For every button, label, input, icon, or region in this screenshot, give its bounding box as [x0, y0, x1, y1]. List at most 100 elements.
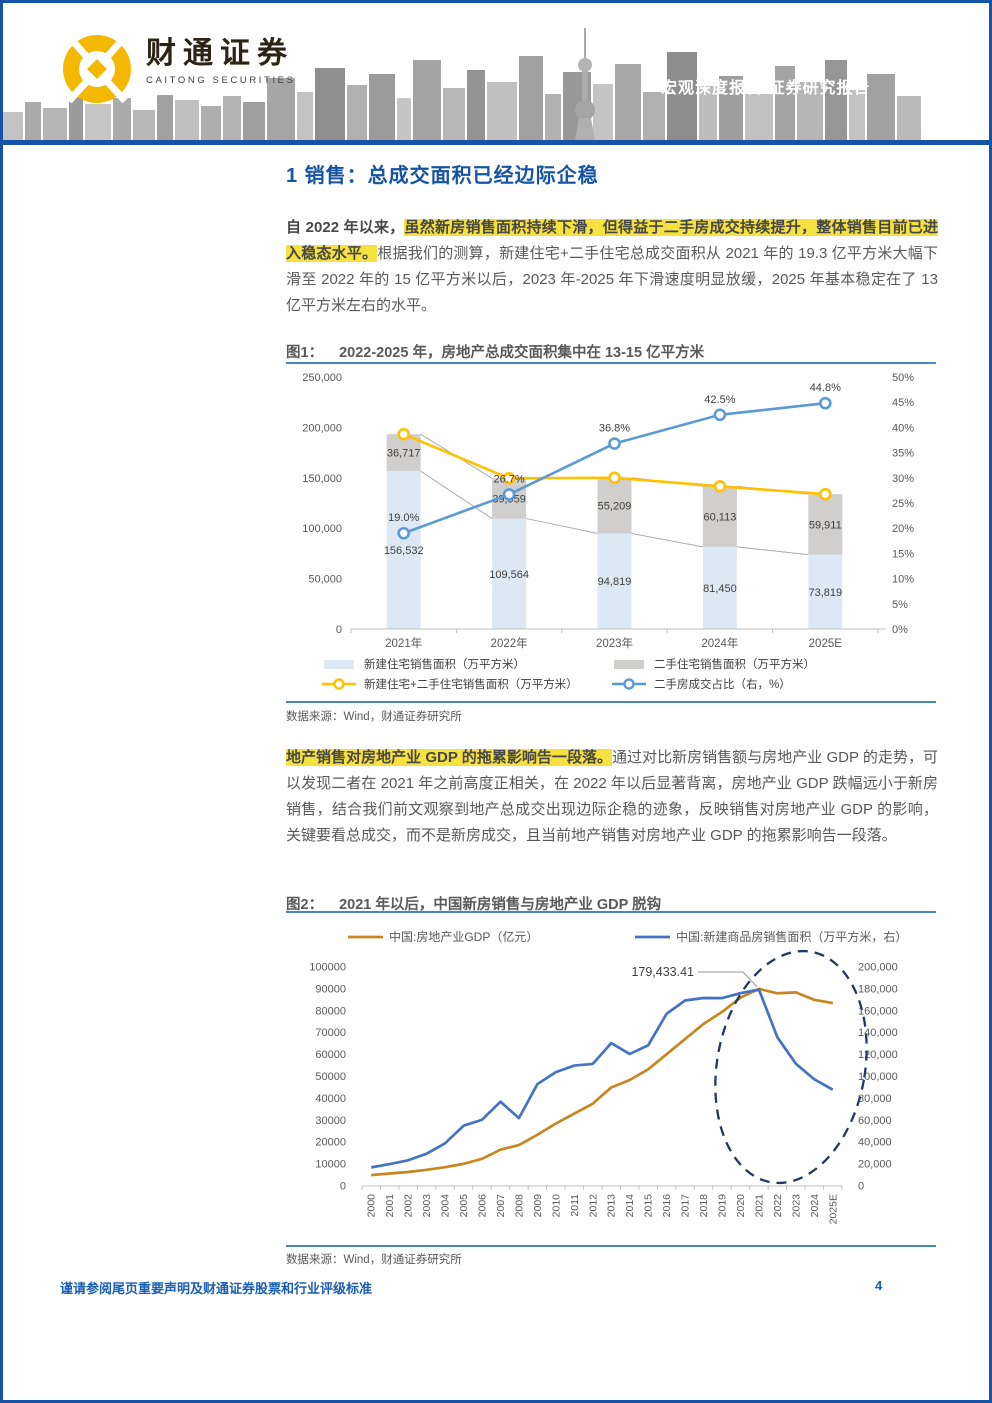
svg-text:2004: 2004	[440, 1194, 452, 1218]
building-silhouette	[243, 102, 265, 140]
building-silhouette	[3, 112, 23, 140]
svg-text:150,000: 150,000	[302, 473, 342, 485]
svg-text:中国:房地产业GDP（亿元）: 中国:房地产业GDP（亿元）	[389, 929, 538, 944]
svg-text:2019: 2019	[717, 1194, 729, 1218]
building-silhouette	[797, 82, 823, 140]
svg-text:200,000: 200,000	[858, 962, 898, 974]
svg-text:5%: 5%	[892, 599, 908, 611]
svg-text:二手住宅销售面积（万平方米）: 二手住宅销售面积（万平方米）	[654, 657, 815, 671]
building-silhouette	[467, 70, 485, 140]
svg-text:70000: 70000	[315, 1027, 346, 1039]
svg-text:2005: 2005	[458, 1194, 470, 1218]
figure1-title: 图1： 2022-2025 年，房地产总成交面积集中在 13-15 亿平方米	[286, 341, 704, 362]
svg-text:100,000: 100,000	[302, 523, 342, 535]
building-silhouette	[867, 74, 895, 140]
svg-text:2018: 2018	[698, 1194, 710, 1218]
svg-text:40%: 40%	[892, 422, 914, 434]
building-silhouette	[413, 60, 441, 140]
building-silhouette	[223, 96, 241, 140]
svg-text:45%: 45%	[892, 397, 914, 409]
paragraph-1-lead: 自 2022 年以来，	[286, 219, 405, 236]
svg-text:140,000: 140,000	[858, 1027, 898, 1039]
svg-text:2020: 2020	[735, 1194, 747, 1218]
svg-text:20,000: 20,000	[858, 1159, 892, 1171]
pearl-tower-icon	[575, 28, 595, 140]
svg-text:20000: 20000	[315, 1137, 346, 1149]
svg-text:15%: 15%	[892, 548, 914, 560]
svg-text:156,532: 156,532	[384, 545, 424, 557]
svg-text:59,911: 59,911	[809, 519, 842, 531]
figure1-source: 数据来源：Wind，财通证券研究所	[286, 711, 462, 723]
city-skyline-graphic	[3, 38, 989, 140]
svg-text:200,000: 200,000	[302, 422, 342, 434]
paragraph-1: 自 2022 年以来，虽然新房销售面积持续下滑，但得益于二手房成交持续提升，整体…	[286, 215, 938, 319]
svg-text:100000: 100000	[309, 962, 346, 974]
svg-text:36,717: 36,717	[387, 448, 421, 460]
building-silhouette	[43, 108, 67, 140]
svg-text:2014: 2014	[624, 1194, 636, 1218]
logo-emblem-icon	[63, 34, 131, 104]
figure1-chart: 0 50,000 100,000 150,000 200,000 250,000 0% 5% 1…	[286, 362, 936, 703]
svg-text:2015: 2015	[643, 1194, 655, 1218]
svg-text:73,819: 73,819	[808, 587, 842, 599]
building-silhouette	[25, 102, 41, 140]
svg-text:40000: 40000	[315, 1093, 346, 1105]
svg-text:2021: 2021	[753, 1194, 765, 1218]
svg-text:160,000: 160,000	[858, 1005, 898, 1017]
header: 宏观深度报告/证券研究报告 财通证券 CAITONG SECURITIES	[3, 3, 989, 140]
svg-text:60000: 60000	[315, 1049, 346, 1061]
svg-text:26.7%: 26.7%	[493, 473, 524, 485]
svg-text:2022年: 2022年	[491, 636, 528, 650]
paragraph-2-body: 通过对比新房销售额与房地产业 GDP 的走势，可以发现二者在 2021 年之前高…	[286, 749, 938, 844]
svg-text:50000: 50000	[315, 1071, 346, 1083]
svg-text:0: 0	[340, 1181, 346, 1193]
svg-text:50,000: 50,000	[308, 574, 342, 586]
figure2-source: 数据来源：Wind，财通证券研究所	[286, 1254, 462, 1266]
building-silhouette	[69, 96, 83, 140]
section-title: 1 销售：总成交面积已经边际企稳	[286, 165, 599, 187]
building-silhouette	[545, 94, 561, 140]
svg-text:40,000: 40,000	[858, 1137, 892, 1149]
svg-text:30%: 30%	[892, 473, 914, 485]
svg-text:2009: 2009	[532, 1194, 544, 1218]
figure1-title-label: 图1：	[286, 345, 324, 361]
building-silhouette	[897, 96, 921, 140]
svg-text:2017: 2017	[680, 1194, 692, 1218]
building-silhouette	[719, 76, 743, 140]
building-silhouette	[775, 66, 795, 140]
figure2-chart: 中国:房地产业GDP（亿元） 中国:新建商品房销售面积（万平方米，右） 0 10000…	[286, 911, 936, 1247]
building-silhouette	[85, 104, 111, 140]
svg-text:42.5%: 42.5%	[704, 394, 735, 406]
svg-text:94,819: 94,819	[598, 576, 632, 588]
svg-text:2025E: 2025E	[809, 638, 843, 650]
header-divider	[3, 140, 989, 145]
building-silhouette	[267, 78, 295, 140]
building-silhouette	[347, 85, 367, 140]
svg-text:2021年: 2021年	[385, 636, 422, 650]
paragraph-1-body: 根据我们的测算，新建住宅+二手住宅总成交面积从 2021 年的 19.3 亿平方…	[286, 245, 938, 314]
banner-text: 宏观深度报告/证券研究报告	[661, 80, 871, 97]
svg-text:2016: 2016	[661, 1194, 673, 1218]
building-silhouette	[133, 110, 155, 140]
svg-text:100,000: 100,000	[858, 1071, 898, 1083]
svg-text:中国:新建商品房销售面积（万平方米，右）: 中国:新建商品房销售面积（万平方米，右）	[676, 929, 907, 944]
svg-text:2006: 2006	[477, 1194, 489, 1218]
building-silhouette	[643, 92, 665, 140]
svg-text:55,209: 55,209	[598, 501, 632, 513]
building-silhouette	[667, 52, 697, 140]
svg-text:60,000: 60,000	[858, 1115, 892, 1127]
svg-text:50%: 50%	[892, 372, 914, 384]
svg-text:81,450: 81,450	[703, 583, 737, 595]
svg-text:2007: 2007	[495, 1194, 507, 1218]
logo-en-text: CAITONG SECURITIES	[146, 75, 296, 86]
svg-text:90000: 90000	[315, 983, 346, 995]
svg-text:30000: 30000	[315, 1115, 346, 1127]
svg-text:2024年: 2024年	[701, 636, 738, 650]
building-silhouette	[315, 68, 345, 140]
svg-text:109,564: 109,564	[489, 569, 529, 581]
svg-text:10000: 10000	[315, 1159, 346, 1171]
svg-text:2023: 2023	[790, 1194, 802, 1218]
svg-text:60,113: 60,113	[703, 512, 736, 524]
logo-cn-text: 财通证券	[146, 37, 294, 70]
figure2-title-text: 2021 年以后，中国新房销售与房地产业 GDP 脱钩	[339, 897, 662, 913]
